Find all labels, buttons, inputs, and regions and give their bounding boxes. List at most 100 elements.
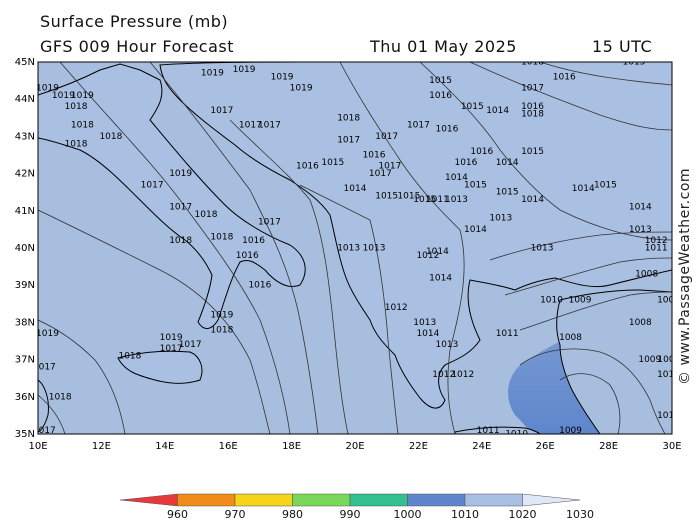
isobar-label: 1016: [470, 147, 493, 157]
isobar-label: 1017: [258, 217, 281, 227]
isobar-label: 1010: [540, 296, 563, 306]
isobar-label: 1012: [432, 370, 455, 380]
isobar-label: 1017: [375, 132, 398, 142]
isobar-label: 1013: [489, 214, 512, 224]
isobar-label: 1013: [531, 244, 554, 254]
isobar-label: 1012: [645, 236, 668, 246]
latitude-label: 39N: [15, 280, 35, 291]
isobar-label: 1014: [629, 203, 652, 213]
colorbar-value: 1010: [451, 508, 479, 521]
isobar-label: 1018: [521, 110, 544, 120]
colorbar-low-arrow: [119, 493, 178, 507]
isobar-label: 1018: [521, 58, 544, 68]
isobar-label: 1014: [521, 195, 544, 205]
isobar-label: 1017: [160, 344, 183, 354]
isobar-label: 1019: [233, 65, 256, 75]
isobar-label: 1012: [416, 251, 439, 261]
isobar-label: 1017: [407, 121, 430, 131]
isobar-label: 1009: [569, 296, 592, 306]
isobar-label: 1008: [559, 333, 582, 343]
isobar-label: 1018: [210, 232, 233, 242]
isobar-label: 1017: [141, 180, 164, 190]
isobar-label: 1019: [52, 91, 75, 101]
longitude-label: 12E: [92, 441, 111, 452]
colorbar-cell: [407, 493, 466, 507]
isobar-label: 1015: [397, 191, 420, 201]
colorbar-value: 1030: [566, 508, 594, 521]
isobar-label: 1019: [201, 69, 224, 79]
isobar-label: 1016: [454, 158, 477, 168]
isobar-label: 1019: [36, 84, 59, 94]
isobar-label: 1016: [236, 251, 259, 261]
isobar-label: 1015: [623, 58, 646, 68]
colorbar-cell: [292, 493, 351, 507]
colorbar-value: 980: [282, 508, 303, 521]
isobar-label: 1008: [635, 270, 658, 280]
latitude-label: 36N: [15, 392, 35, 403]
latitude-label: 45N: [15, 57, 35, 68]
isobar-label: 1014: [429, 273, 452, 283]
isobar-label: 1016: [242, 236, 265, 246]
isobar-label: 1019: [169, 169, 192, 179]
longitude-label: 10E: [28, 441, 47, 452]
isobar-label: 1009: [559, 426, 582, 436]
isobar-label: 1014: [426, 247, 449, 257]
isobar-label: 1015: [375, 191, 398, 201]
isobar-label: 1015: [464, 180, 487, 190]
isobar-label: 1019: [290, 84, 313, 94]
isobar-label: 1013: [363, 244, 386, 254]
isobar-label: 1016: [363, 151, 386, 161]
longitude-axis: 10E 12E 14E 16E 18E 20E 22E 24E 26E 28E 30E: [28, 441, 681, 452]
longitude-label: 14E: [155, 441, 174, 452]
isobar-label: 1015: [496, 188, 519, 198]
isobar-label: 1013: [435, 340, 458, 350]
isobar-label: 1013: [445, 195, 468, 205]
longitude-label: 18E: [282, 441, 301, 452]
isobar-label: 1014: [486, 106, 509, 116]
isobar-label: 1016: [435, 124, 458, 134]
isobar-label: 1009: [638, 355, 661, 365]
isobar-label: 1014: [445, 173, 468, 183]
isobar-label: 1019: [147, 46, 170, 56]
colorbar-high-arrow: [522, 493, 581, 507]
isobar-label: 1018: [49, 392, 72, 402]
coastlines: [38, 62, 672, 434]
isobar-label: 1015: [594, 180, 617, 190]
watermark-text: © www.PassageWeather.com: [677, 168, 693, 385]
isobar-label: 1016: [553, 72, 576, 82]
isobar-label: 1017: [169, 203, 192, 213]
latitude-label: 44N: [15, 94, 35, 105]
isobar-label-group: 1019101910191018101810181018101910181019…: [36, 46, 674, 436]
isobar-label: 1012: [385, 303, 408, 313]
isobar-label: 1012: [451, 370, 474, 380]
forecast-date: Thu 01 May 2025: [370, 37, 517, 56]
isobar-label: 1014: [416, 329, 439, 339]
isobar-label: 1016: [296, 162, 319, 172]
isobar-label: 1011: [496, 329, 519, 339]
isobar-label: 1016: [248, 281, 271, 291]
forecast-time: 15 UTC: [592, 37, 653, 56]
isobar-label: 1019: [71, 91, 94, 101]
isobar-label: 100: [657, 296, 674, 306]
isobar-label: 101: [657, 411, 674, 421]
isobar-label: 1018: [65, 102, 88, 112]
longitude-label: 28E: [599, 441, 618, 452]
isobar-label: 1017: [378, 162, 401, 172]
isobar-lines: [38, 62, 672, 434]
latitude-label: 37N: [15, 355, 35, 366]
isobar-label: 1018: [71, 121, 94, 131]
colorbar-value: 970: [224, 508, 246, 521]
isobar-label: 1017: [337, 136, 360, 146]
isobar-label: 1017: [458, 54, 481, 64]
isobar-label: 1017: [210, 106, 233, 116]
isobar-label: 1017: [369, 169, 392, 179]
longitude-label: 20E: [345, 441, 364, 452]
isobar-label: 101: [657, 370, 674, 380]
colorbar-cell: [349, 493, 408, 507]
latitude-label: 35N: [15, 429, 35, 440]
longitude-label: 30E: [662, 441, 681, 452]
colorbar-cell: [234, 493, 293, 507]
isobar-label: 1019: [210, 310, 233, 320]
isobar-label: 1011: [645, 244, 668, 254]
isobar-label: 1018: [195, 210, 218, 220]
